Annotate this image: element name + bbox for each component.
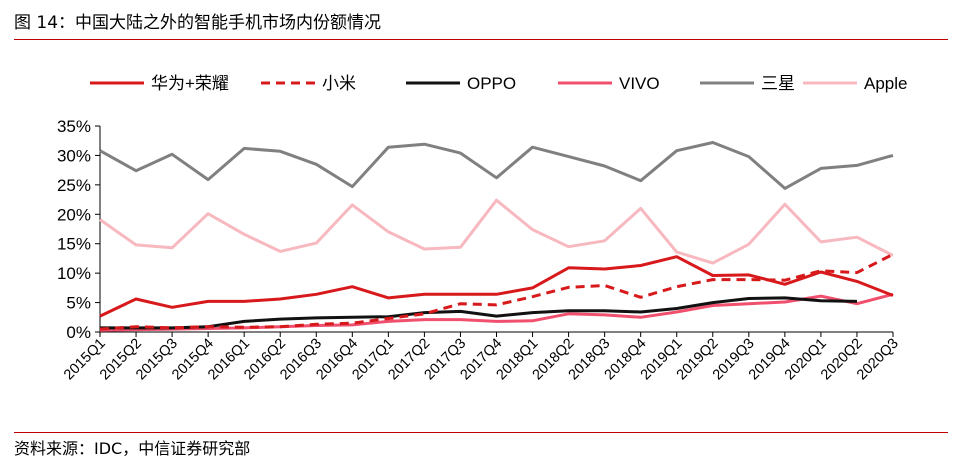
title-divider xyxy=(14,39,948,40)
series-line xyxy=(99,198,894,265)
series-line xyxy=(99,292,894,332)
series-line xyxy=(100,296,858,330)
y-axis: 0% 5% 10% 15% 20% 25% 30% 35% xyxy=(57,117,101,342)
y-tick-label: 0% xyxy=(66,323,91,342)
plot-area xyxy=(99,141,894,332)
source-divider xyxy=(14,432,948,433)
chart-legend: 华为+荣耀 小米 OPPO VIVO 三星 Apple xyxy=(90,74,907,93)
y-tick-label: 5% xyxy=(66,294,91,313)
y-tick-label: 25% xyxy=(57,176,91,195)
y-tick-label: 15% xyxy=(57,235,91,254)
y-tick-label: 35% xyxy=(57,117,91,136)
legend-label: 三星 xyxy=(761,74,795,93)
y-tick-label: 30% xyxy=(57,146,91,165)
y-tick-label: 20% xyxy=(57,205,91,224)
legend-label: VIVO xyxy=(619,74,660,93)
series-line xyxy=(99,252,894,331)
series-line xyxy=(99,255,894,318)
legend-label: 小米 xyxy=(322,74,356,93)
series-line xyxy=(99,141,894,190)
legend-label: Apple xyxy=(864,74,907,93)
source-note: 资料来源：IDC，中信证券研究部 xyxy=(14,439,251,458)
legend-label: 华为+荣耀 xyxy=(151,74,229,93)
legend-label: OPPO xyxy=(467,74,516,93)
x-axis: 2015Q12015Q22015Q32015Q42016Q12016Q22016… xyxy=(61,331,902,383)
y-tick-label: 10% xyxy=(57,264,91,283)
figure-title: 图 14：中国大陆之外的智能手机市场内份额情况 xyxy=(14,13,382,33)
